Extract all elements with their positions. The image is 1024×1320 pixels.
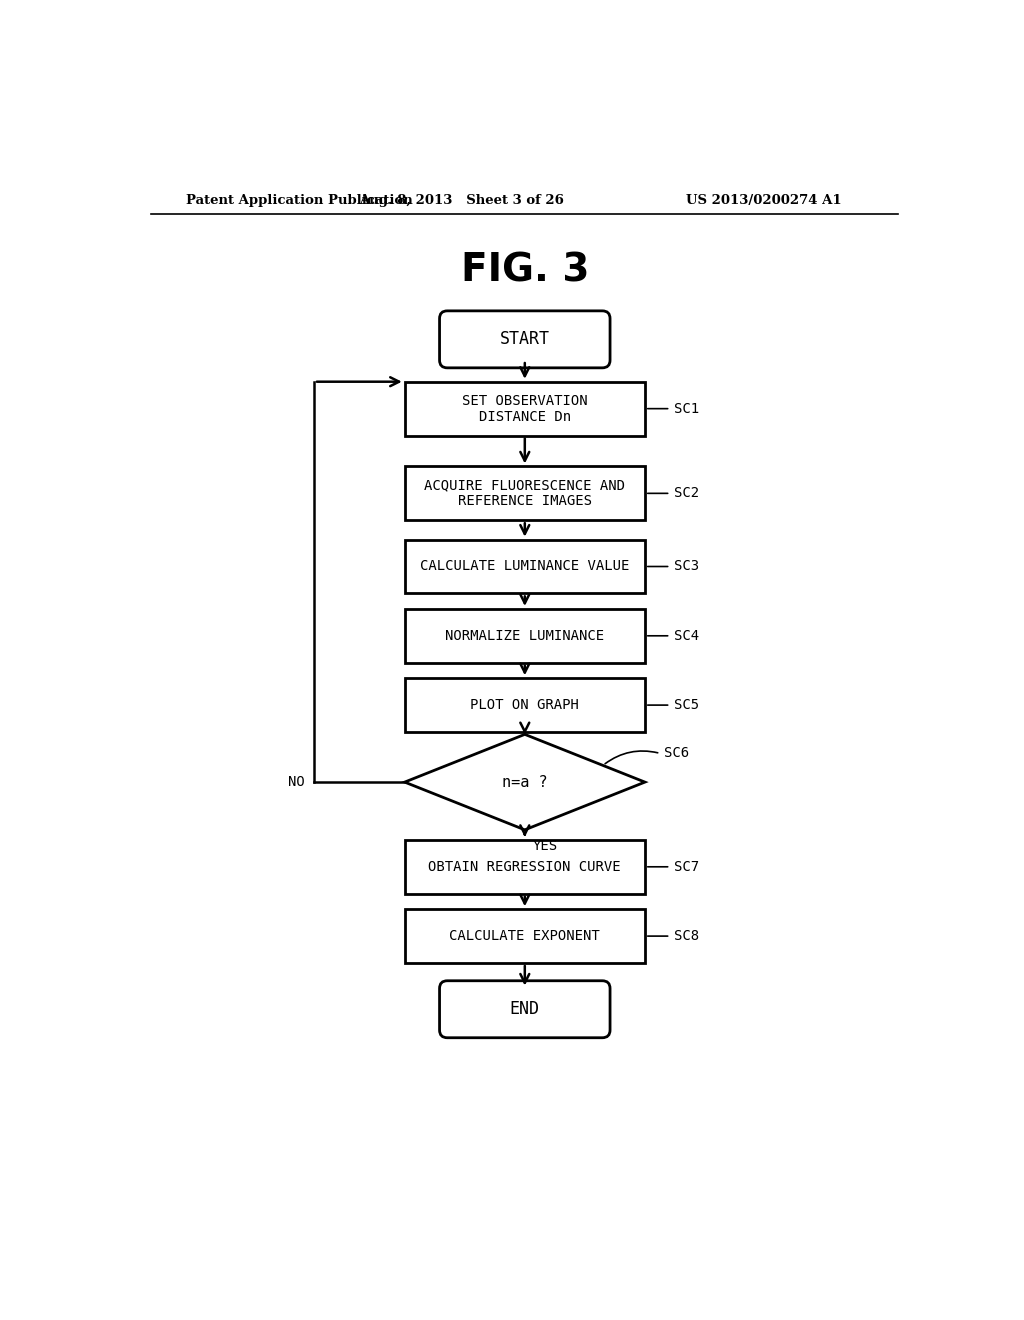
- Text: SC8: SC8: [675, 929, 699, 942]
- Text: SC3: SC3: [675, 560, 699, 573]
- Polygon shape: [404, 734, 645, 830]
- Text: YES: YES: [532, 840, 558, 853]
- Text: SET OBSERVATION
DISTANCE Dn: SET OBSERVATION DISTANCE Dn: [462, 393, 588, 424]
- Text: SC7: SC7: [675, 859, 699, 874]
- Text: SC2: SC2: [675, 486, 699, 500]
- Text: NO: NO: [288, 775, 305, 789]
- Bar: [404, 909, 645, 964]
- Text: Aug. 8, 2013   Sheet 3 of 26: Aug. 8, 2013 Sheet 3 of 26: [358, 194, 563, 207]
- FancyBboxPatch shape: [439, 312, 610, 368]
- Bar: [404, 609, 645, 663]
- Bar: [404, 540, 645, 594]
- Text: CALCULATE LUMINANCE VALUE: CALCULATE LUMINANCE VALUE: [420, 560, 630, 573]
- Text: END: END: [510, 1001, 540, 1018]
- Bar: [404, 840, 645, 894]
- Text: SC4: SC4: [675, 628, 699, 643]
- Text: n=a ?: n=a ?: [502, 775, 548, 789]
- Text: OBTAIN REGRESSION CURVE: OBTAIN REGRESSION CURVE: [428, 859, 622, 874]
- Text: PLOT ON GRAPH: PLOT ON GRAPH: [470, 698, 580, 711]
- FancyBboxPatch shape: [439, 981, 610, 1038]
- Text: SC5: SC5: [675, 698, 699, 711]
- Text: SC6: SC6: [665, 746, 689, 760]
- Text: ACQUIRE FLUORESCENCE AND
REFERENCE IMAGES: ACQUIRE FLUORESCENCE AND REFERENCE IMAGE…: [424, 478, 626, 508]
- Text: NORMALIZE LUMINANCE: NORMALIZE LUMINANCE: [445, 628, 604, 643]
- Text: SC1: SC1: [675, 401, 699, 416]
- Text: US 2013/0200274 A1: US 2013/0200274 A1: [686, 194, 842, 207]
- Bar: [404, 678, 645, 733]
- Text: START: START: [500, 330, 550, 348]
- Text: FIG. 3: FIG. 3: [461, 251, 589, 289]
- Text: CALCULATE EXPONENT: CALCULATE EXPONENT: [450, 929, 600, 942]
- Bar: [404, 466, 645, 520]
- Text: Patent Application Publication: Patent Application Publication: [186, 194, 413, 207]
- Bar: [404, 381, 645, 436]
